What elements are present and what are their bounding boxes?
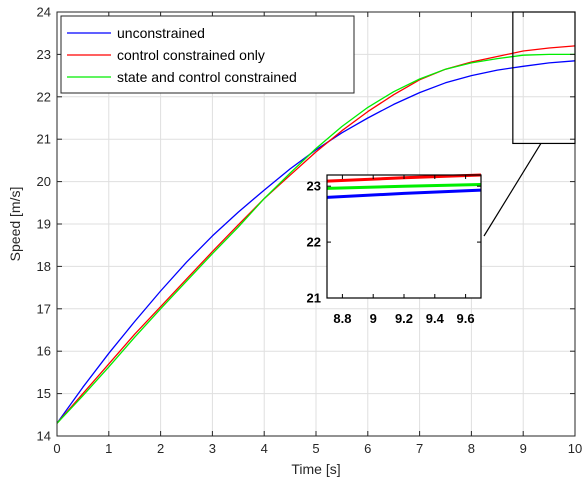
y-tick-label: 14: [37, 429, 51, 444]
inset-x-tick-label: 9: [370, 311, 377, 326]
x-tick-label: 8: [468, 441, 475, 456]
plot-frame: [56, 11, 576, 437]
y-tick-label: 21: [37, 132, 51, 147]
y-tick-label: 15: [37, 386, 51, 401]
series-line-control-constrained-only: [56, 45, 576, 424]
inset-y-tick-label: 22: [307, 235, 321, 250]
y-tick-label: 18: [37, 259, 51, 274]
inset-series-line-state-and-control-constrained: [326, 183, 482, 190]
legend-label-state-and-control-constrained: state and control constrained: [117, 69, 297, 85]
series-lines: [56, 45, 576, 424]
inset-x-tick-label: 9.6: [457, 311, 475, 326]
y-tick-label: 22: [37, 89, 51, 104]
x-tick-label: 4: [261, 441, 268, 456]
inset-x-tick-label: 8.8: [333, 311, 351, 326]
y-tick-label: 23: [37, 47, 51, 62]
y-tick-label: 19: [37, 217, 51, 232]
series-line-state-and-control-constrained: [56, 53, 575, 424]
x-tick-label: 5: [312, 441, 319, 456]
inset-plot: 8.8 9 9.2 9.4 9.6 21 22 23: [307, 173, 482, 326]
x-tick-label: 2: [157, 441, 164, 456]
x-tick-label: 9: [520, 441, 527, 456]
x-axis-label: Time [s]: [291, 461, 340, 477]
y-tick-label: 17: [37, 301, 51, 316]
y-tick-label: 20: [37, 174, 51, 189]
x-tick-label: 0: [53, 441, 60, 456]
series-line-unconstrained: [56, 60, 576, 424]
legend-label-unconstrained: unconstrained: [117, 25, 205, 41]
y-tick-label: 16: [37, 344, 51, 359]
inset-y-tick-label: 23: [307, 179, 321, 194]
x-tick-label: 7: [416, 441, 423, 456]
x-tick-label: 6: [364, 441, 371, 456]
x-tick-label: 1: [105, 441, 112, 456]
legend: unconstrained control constrained only s…: [60, 15, 355, 94]
inset-x-tick-label: 9.4: [426, 311, 445, 326]
inset-x-tick-label: 9.2: [395, 311, 413, 326]
zoom-connector: [483, 143, 542, 237]
x-tick-label: 10: [568, 441, 582, 456]
zoom-rectangle: [512, 11, 576, 145]
inset-series-line-unconstrained: [326, 188, 482, 199]
y-axis-label: Speed [m/s]: [7, 187, 23, 262]
inset-y-tick-label: 21: [307, 291, 321, 306]
x-tick-label: 3: [209, 441, 216, 456]
y-tick-label: 24: [37, 5, 51, 20]
inset-frame: [326, 174, 482, 299]
zoom-indicator: [483, 11, 576, 237]
legend-label-control-constrained-only: control constrained only: [117, 47, 265, 63]
